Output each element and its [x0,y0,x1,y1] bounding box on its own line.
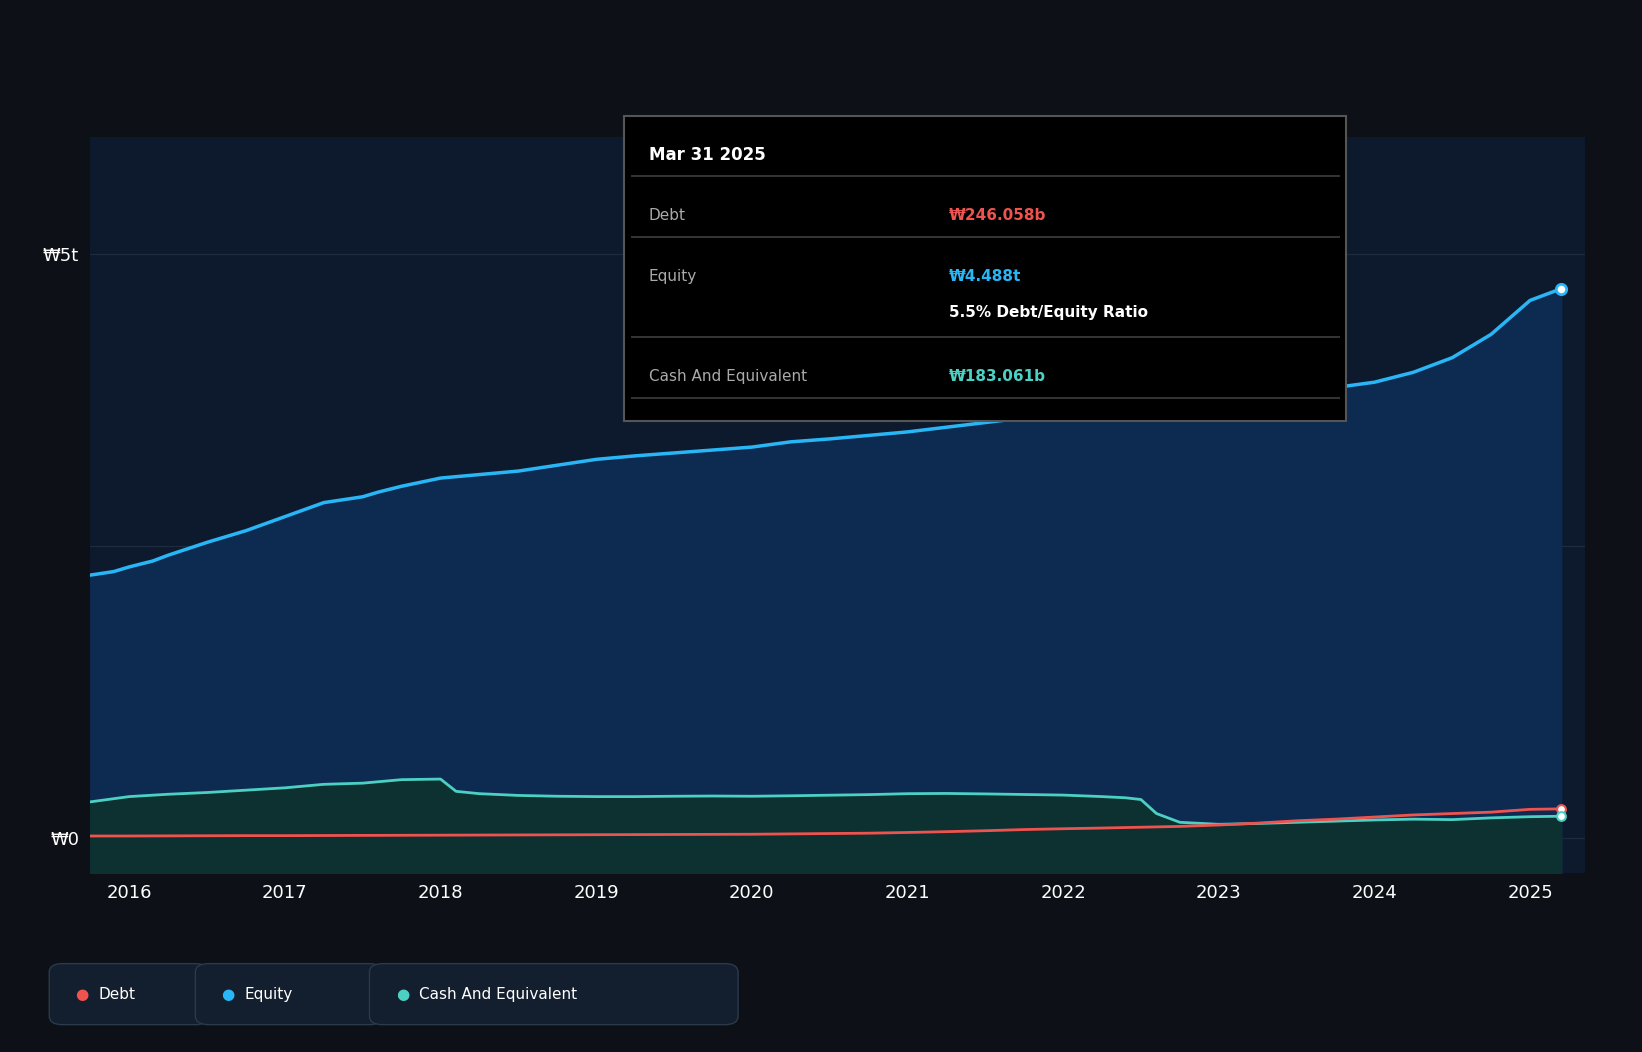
Text: ●: ● [222,987,235,1002]
Text: Equity: Equity [649,269,696,284]
Text: Cash And Equivalent: Cash And Equivalent [419,987,576,1002]
Point [1548,280,1575,297]
Text: Cash And Equivalent: Cash And Equivalent [649,369,806,384]
Text: ₩183.061b: ₩183.061b [949,369,1046,384]
Point [1548,801,1575,817]
Text: Debt: Debt [649,208,686,223]
Point [1548,808,1575,825]
Text: Mar 31 2025: Mar 31 2025 [649,145,765,163]
Text: ●: ● [396,987,409,1002]
Text: ₩246.058b: ₩246.058b [949,208,1046,223]
Text: 5.5% Debt/Equity Ratio: 5.5% Debt/Equity Ratio [949,305,1148,320]
Text: Debt: Debt [99,987,136,1002]
Text: Equity: Equity [245,987,292,1002]
Text: ●: ● [76,987,89,1002]
Text: ₩4.488t: ₩4.488t [949,269,1021,284]
